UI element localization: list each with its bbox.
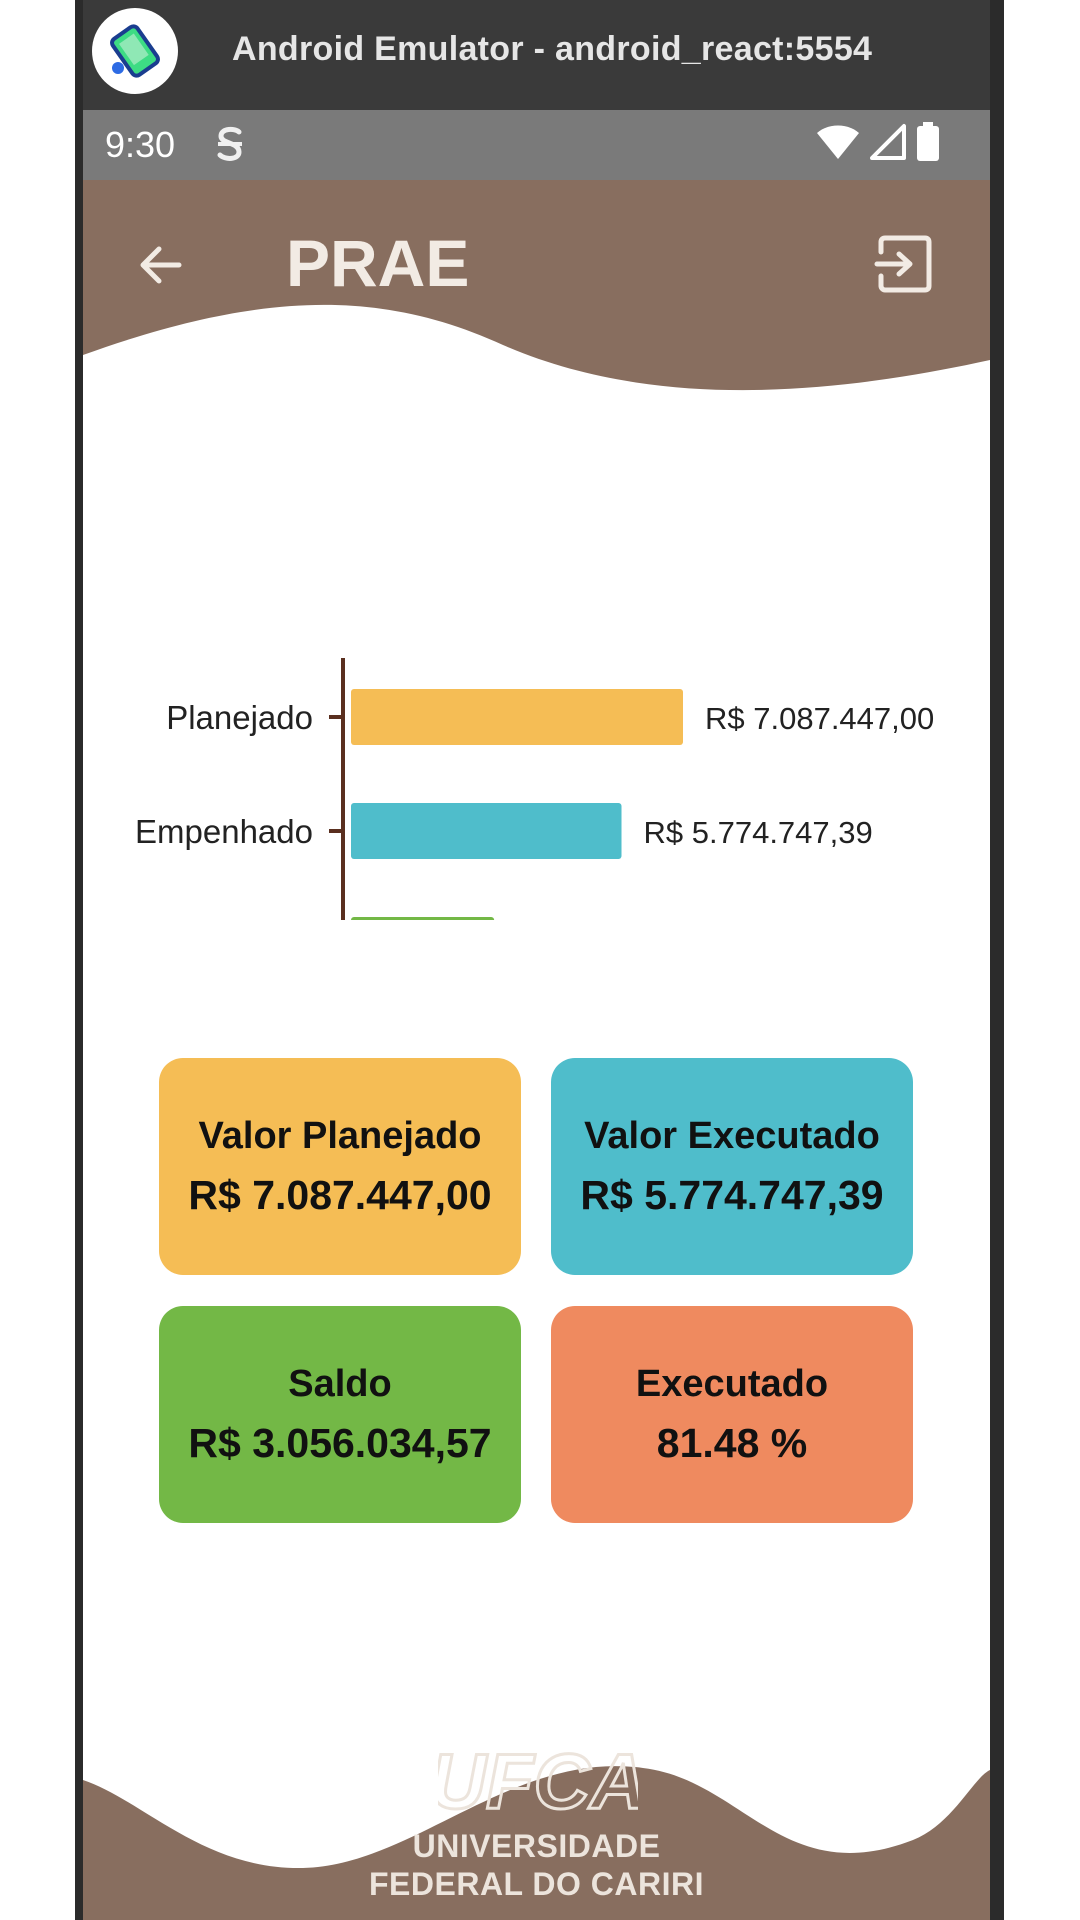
card-value: R$ 5.774.747,39	[580, 1171, 884, 1218]
emulator-title: Android Emulator - android_react:5554	[232, 30, 873, 68]
card-label: Valor Executado	[584, 1114, 880, 1157]
arrow-left-icon	[140, 246, 182, 284]
card-value: 81.48 %	[656, 1419, 808, 1466]
status-bar: 9:30	[83, 110, 990, 180]
header-wave	[83, 180, 990, 391]
logout-button[interactable]	[873, 232, 937, 296]
chart-category-label: Planejado	[166, 699, 313, 736]
card-valor-executado: Valor Executado R$ 5.774.747,39	[551, 1058, 913, 1275]
emulator-titlebar	[75, 0, 1004, 110]
status-time: 9:30	[105, 124, 176, 165]
chart-bar-a-liquidar	[351, 917, 495, 920]
university-name-line1: UNIVERSIDADE	[412, 1828, 661, 1864]
bar-chart: Planejado R$ 7.087.447,00 Empenhado R$ 5.77…	[135, 658, 934, 920]
ufca-logo: UFCA	[438, 1742, 638, 1818]
card-label: Saldo	[288, 1362, 392, 1405]
logout-icon	[874, 235, 932, 293]
university-name-line2: FEDERAL DO CARIRI	[368, 1866, 705, 1902]
cell-signal-icon	[868, 123, 908, 166]
chart-category-label: Empenhado	[135, 813, 313, 850]
chart-bar-empenhado	[351, 803, 622, 859]
s-notification-icon	[213, 122, 247, 171]
emulator-frame-right	[990, 0, 1004, 1920]
card-label: Executado	[635, 1362, 829, 1405]
card-label: Valor Planejado	[198, 1114, 482, 1157]
card-value: R$ 7.087.447,00	[188, 1171, 492, 1218]
card-saldo: Saldo R$ 3.056.034,57	[159, 1306, 521, 1523]
emulator-logo-icon	[92, 8, 178, 94]
emulator-frame-left	[75, 0, 83, 1920]
chart-data-label: R$ 5.774.747,39	[644, 815, 873, 850]
battery-icon	[916, 122, 940, 167]
chart-bar-planejado	[351, 689, 683, 745]
card-valor-planejado: Valor Planejado R$ 7.087.447,00	[159, 1058, 521, 1275]
status-icons	[816, 122, 940, 167]
card-value: R$ 3.056.034,57	[188, 1419, 492, 1466]
back-button[interactable]	[131, 235, 191, 295]
app-screen: PRAE Planejado R$ 7.087.447,00 Empenhado R$…	[83, 180, 990, 1920]
page-title: PRAE	[286, 226, 470, 300]
footer-wave	[83, 1766, 990, 1920]
card-executado: Executado 81.48 %	[551, 1306, 913, 1523]
chart-data-label: R$ 7.087.447,00	[705, 701, 934, 736]
ufca-logo-text: UFCA	[438, 1742, 638, 1818]
wifi-icon	[816, 123, 860, 166]
